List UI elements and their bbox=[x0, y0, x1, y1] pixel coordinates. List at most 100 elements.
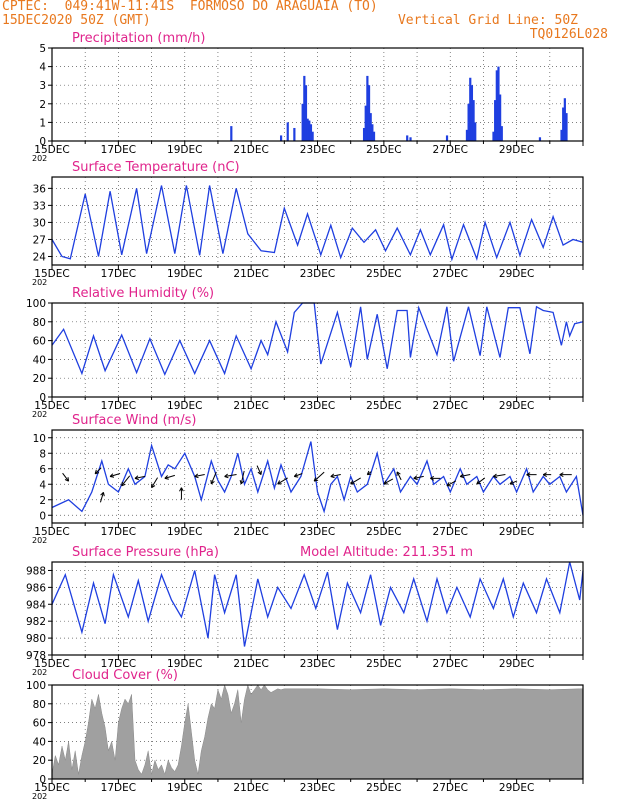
wind-arrow bbox=[134, 475, 146, 479]
y-tick-label: 60 bbox=[33, 718, 46, 730]
cloud-area bbox=[51, 684, 584, 780]
x-tick-label: 19DEC bbox=[167, 782, 202, 794]
y-tick-label: 984 bbox=[26, 599, 46, 611]
pressure-line bbox=[51, 561, 584, 647]
x-tick-label: 25DEC bbox=[366, 658, 401, 670]
x-tick-label: 27DEC bbox=[433, 526, 468, 538]
precip-bar bbox=[563, 98, 566, 141]
wind-arrow-head bbox=[430, 475, 435, 481]
x-tick-label: 15DEC bbox=[34, 400, 69, 412]
wind-line bbox=[51, 441, 584, 516]
x-tick-label: 29DEC bbox=[499, 782, 534, 794]
precip-bar bbox=[500, 126, 503, 141]
wind-arrow bbox=[460, 474, 471, 477]
precip-bar bbox=[304, 85, 308, 141]
y-tick-label: 40 bbox=[33, 354, 46, 366]
y-tick-label: 20 bbox=[33, 755, 46, 767]
wind-arrow-head bbox=[179, 487, 184, 492]
precip-bar bbox=[494, 100, 497, 141]
y-tick-label: 982 bbox=[26, 616, 46, 628]
wind-arrow-head bbox=[210, 479, 215, 485]
y-tick-label: 33 bbox=[33, 200, 46, 212]
wind-arrow-head bbox=[277, 480, 282, 485]
wind-arrow-head bbox=[313, 477, 319, 482]
precip-bar bbox=[367, 85, 371, 141]
wind-arrow-head bbox=[383, 480, 388, 485]
precip-bar bbox=[565, 113, 568, 141]
wind-arrow-head bbox=[366, 470, 372, 476]
precip-bar bbox=[311, 131, 314, 141]
precip-bar bbox=[445, 135, 449, 141]
y-tick-label: 80 bbox=[33, 699, 46, 711]
wind-arrow-head bbox=[239, 479, 245, 485]
wind-arrow bbox=[396, 471, 402, 481]
wind-arrow bbox=[109, 473, 121, 477]
y-tick-label: 60 bbox=[33, 336, 46, 348]
wind-arrow-head bbox=[559, 472, 564, 478]
panel-title-rh: Relative Humidity (%) bbox=[72, 286, 214, 301]
wind-arrow-head bbox=[446, 482, 451, 487]
precip-bar bbox=[293, 127, 296, 141]
wind-arrow-head bbox=[350, 480, 355, 485]
y-tick-label: 27 bbox=[33, 234, 46, 246]
x-tick-label: 29DEC bbox=[499, 144, 534, 156]
precip-bar bbox=[364, 105, 367, 141]
wind-arrow-head bbox=[194, 473, 199, 479]
wind-arrow-head bbox=[413, 475, 418, 481]
header-run-date: 15DEC2020 50Z (GMT) bbox=[2, 13, 151, 28]
x-tick-label: 27DEC bbox=[433, 658, 468, 670]
panel-precip: Precipitation (mm/h) 0 1 2 3 4 5 15DEC 17DEC 19DE… bbox=[32, 31, 584, 163]
x-year-fragment: 202 bbox=[32, 278, 47, 287]
x-tick-label: 19DEC bbox=[167, 526, 202, 538]
y-tick-label: 0 bbox=[39, 510, 46, 522]
x-tick-label: 17DEC bbox=[101, 658, 136, 670]
x-tick-label: 29DEC bbox=[499, 658, 534, 670]
x-tick-label: 15DEC bbox=[34, 144, 69, 156]
precip-bar bbox=[303, 75, 306, 141]
panel-pressure: Surface Pressure (hPa) Model Altitude: 21… bbox=[26, 545, 584, 677]
x-tick-label: 17DEC bbox=[101, 526, 136, 538]
panel-annotation-pressure: Model Altitude: 211.351 m bbox=[300, 545, 473, 560]
precip-bar bbox=[492, 131, 495, 141]
y-tick-label: 20 bbox=[33, 373, 46, 385]
precip-bar bbox=[538, 137, 542, 141]
y-tick-label: 30 bbox=[33, 217, 46, 229]
panel-temp: Surface Temperature (nC) 24 27 30 33 36 15DEC 1… bbox=[32, 160, 584, 287]
y-tick-label: 980 bbox=[26, 633, 46, 645]
x-tick-label: 27DEC bbox=[433, 400, 468, 412]
x-tick-label: 21DEC bbox=[233, 658, 268, 670]
panel-frame bbox=[51, 47, 584, 142]
x-tick-label: 29DEC bbox=[499, 268, 534, 280]
x-tick-label: 23DEC bbox=[300, 144, 335, 156]
panel-frame bbox=[51, 561, 584, 656]
wind-arrow-head bbox=[396, 471, 401, 476]
wind-arrows bbox=[62, 465, 572, 503]
x-tick-label: 19DEC bbox=[167, 144, 202, 156]
precip-bar bbox=[362, 127, 366, 141]
wind-arrow bbox=[164, 474, 175, 479]
wind-arrow bbox=[210, 471, 217, 485]
y-tick-label: 4 bbox=[39, 62, 46, 74]
precip-bar bbox=[497, 66, 500, 141]
wind-arrow bbox=[121, 475, 131, 487]
y-tick-label: 40 bbox=[33, 736, 46, 748]
y-tick-label: 8 bbox=[39, 448, 46, 460]
precip-bar bbox=[309, 124, 313, 141]
x-tick-label: 25DEC bbox=[366, 144, 401, 156]
y-tick-label: 24 bbox=[33, 251, 47, 263]
wind-arrow bbox=[383, 478, 394, 485]
y-tick-label: 0 bbox=[39, 774, 46, 786]
y-tick-label: 10 bbox=[33, 433, 46, 445]
wind-arrow bbox=[94, 467, 102, 475]
y-tick-label: 1 bbox=[39, 117, 46, 129]
x-tick-label: 17DEC bbox=[101, 782, 136, 794]
wind-arrow-head bbox=[94, 469, 100, 475]
y-tick-label: 986 bbox=[26, 582, 46, 594]
x-tick-label: 17DEC bbox=[101, 268, 136, 280]
wind-arrow-head bbox=[476, 480, 481, 485]
x-tick-label: 19DEC bbox=[167, 268, 202, 280]
wind-arrow bbox=[294, 473, 303, 477]
wind-arrow bbox=[256, 465, 262, 475]
x-tick-label: 27DEC bbox=[433, 268, 468, 280]
rh-line bbox=[51, 302, 584, 377]
